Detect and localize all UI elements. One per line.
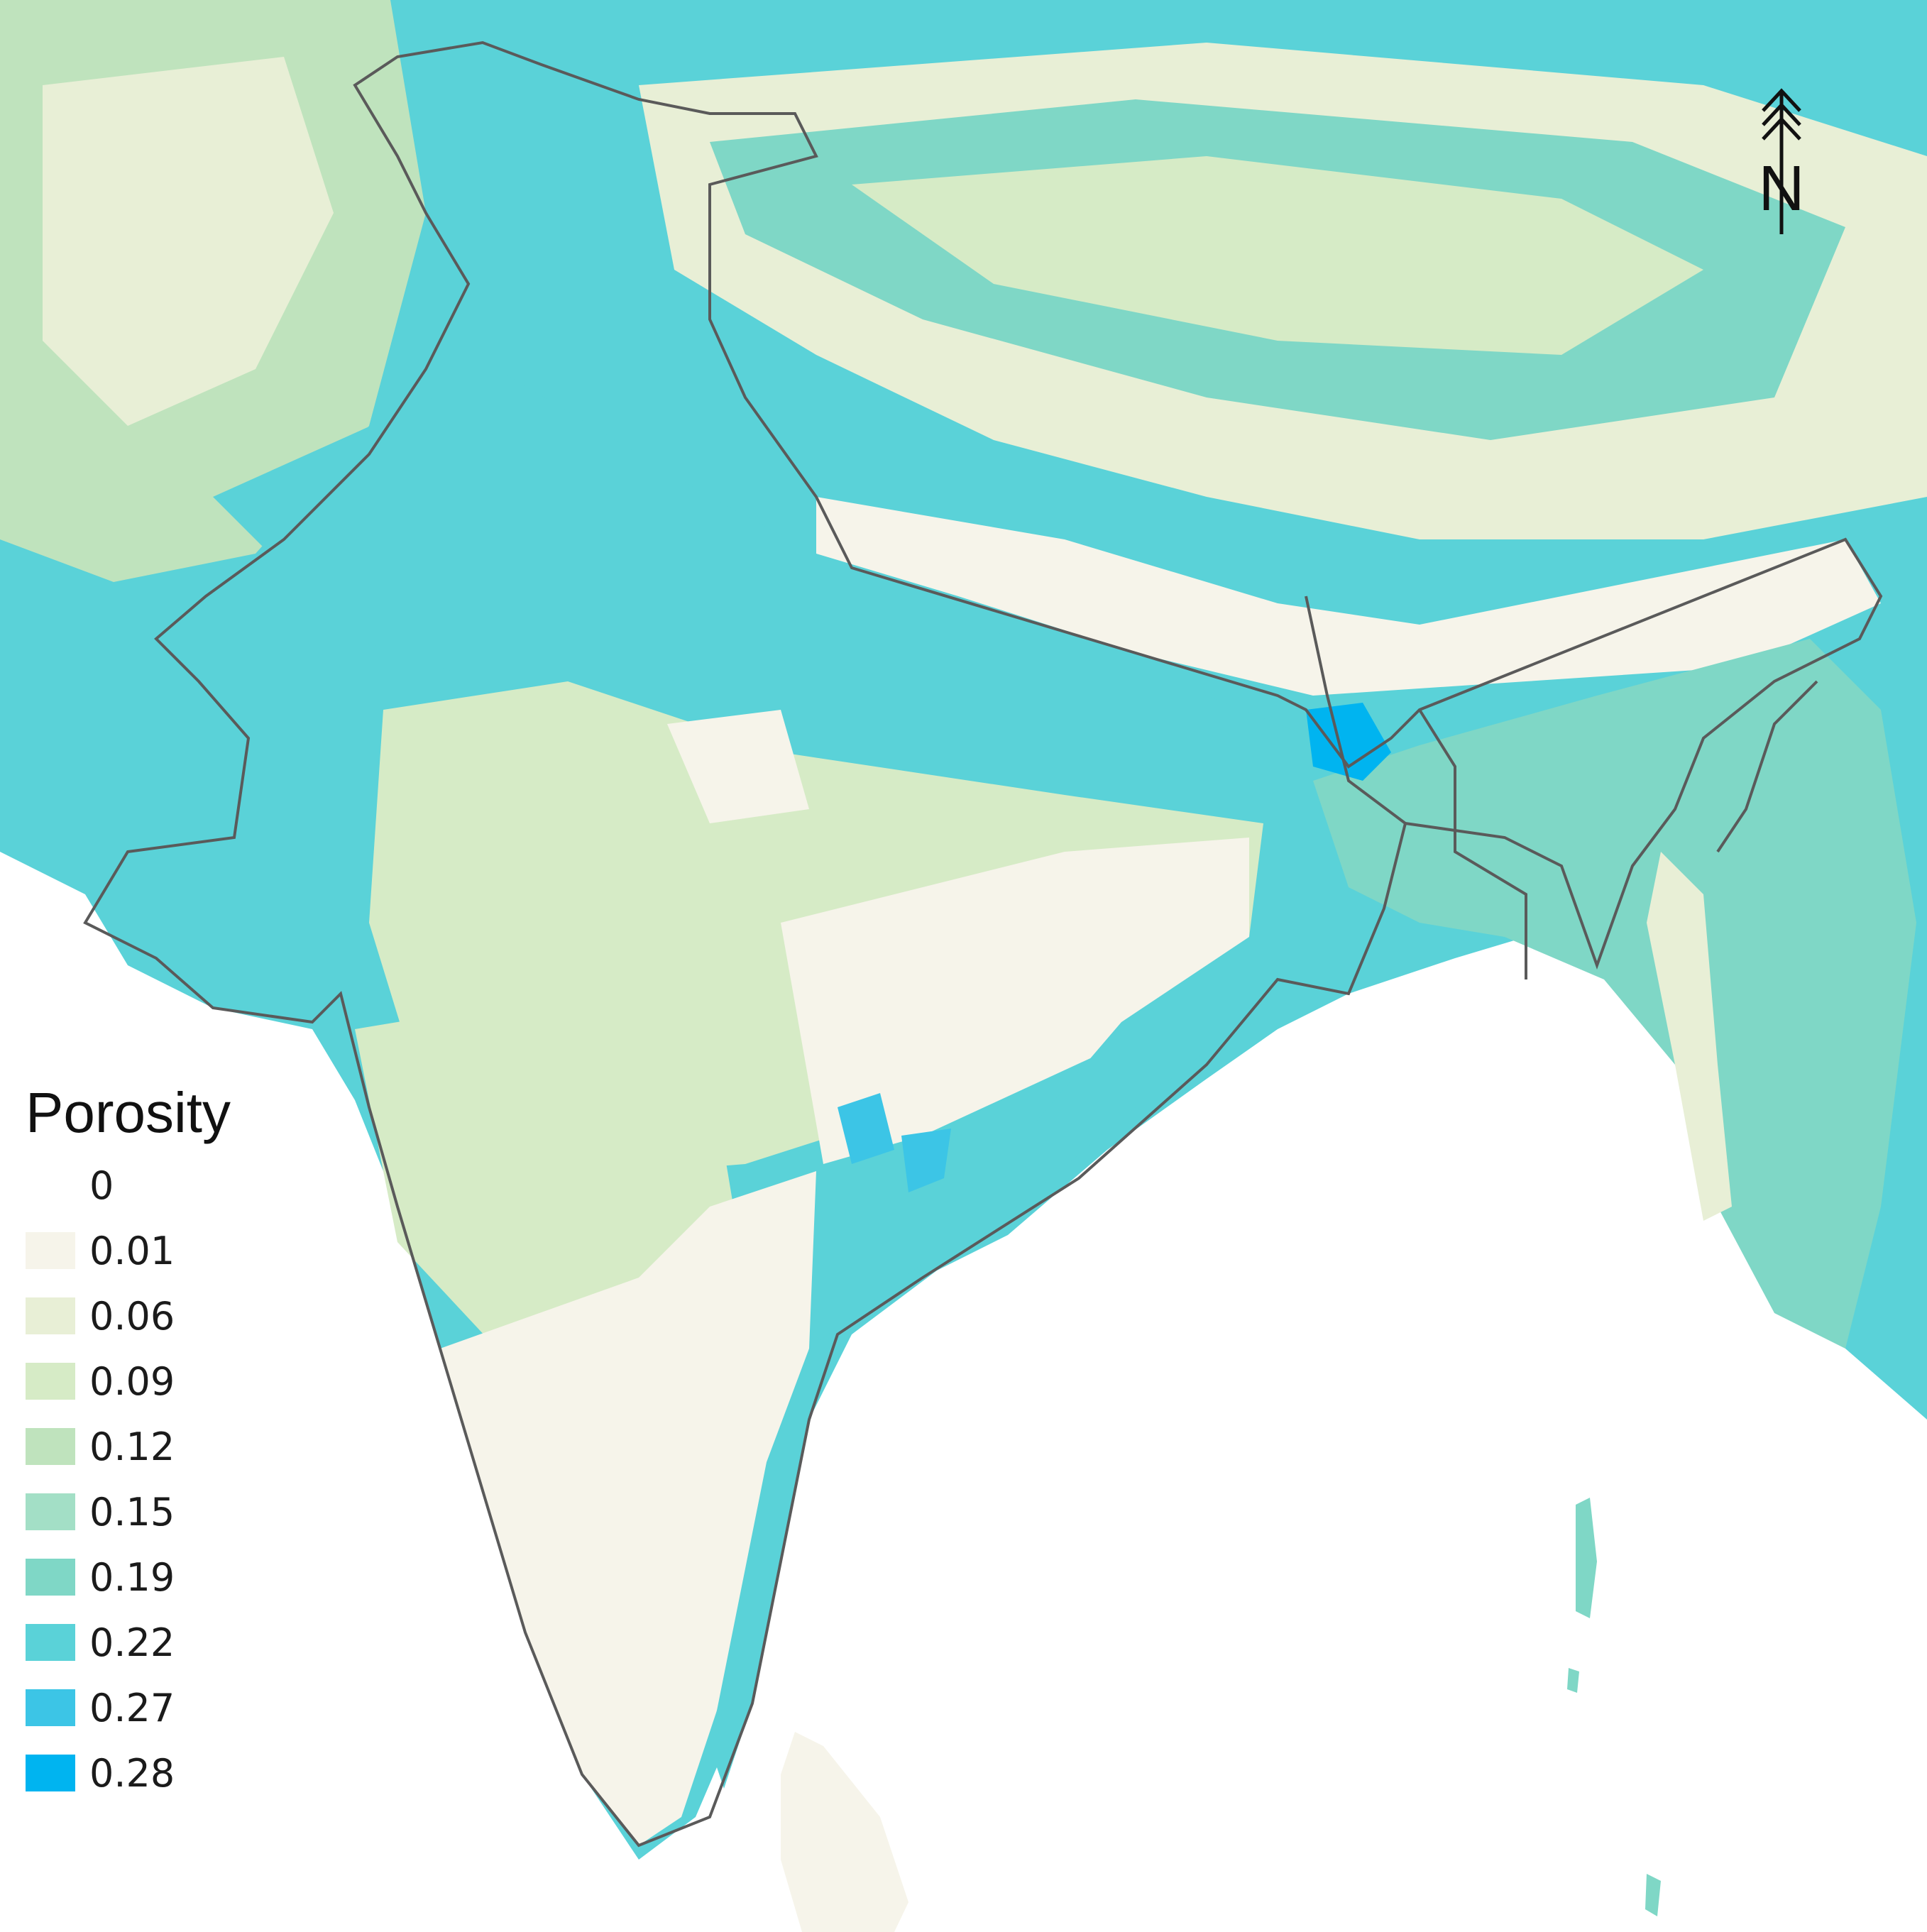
legend-label: 0.22 [89,1620,175,1665]
legend-swatch [26,1363,75,1400]
region-northeast [1313,639,1916,1349]
region-bangladesh-high [1306,703,1391,781]
region-central-light [667,710,809,823]
legend-swatch [26,1689,75,1726]
legend-item: 0.27 [26,1675,231,1740]
legend-label: 0 [89,1163,114,1208]
legend-item: 0.15 [26,1479,231,1544]
legend-item: 0 [26,1153,231,1218]
legend-item: 0.12 [26,1414,231,1479]
legend-label: 0.19 [89,1554,175,1600]
islands-andaman [1567,1498,1661,1916]
legend: Porosity 0 0.01 0.06 0.09 0.12 0.15 0.19 0.22 0.… [26,1085,231,1806]
legend-swatch [26,1167,75,1204]
legend-item: 0.28 [26,1740,231,1806]
legend-label: 0.27 [89,1685,175,1730]
legend-item: 0.19 [26,1544,231,1610]
legend-label: 0.28 [89,1750,175,1796]
legend-swatch [26,1624,75,1661]
legend-swatch [26,1232,75,1269]
legend-swatch [26,1559,75,1596]
legend-swatch [26,1755,75,1791]
legend-item: 0.06 [26,1283,231,1349]
legend-label: 0.09 [89,1359,175,1404]
legend-label: 0.01 [89,1228,175,1273]
legend-item: 0.01 [26,1218,231,1283]
region-tibet-light [852,156,1703,355]
patch-central-high [838,1093,951,1192]
region-himalaya [816,497,1881,696]
legend-label: 0.15 [89,1489,175,1535]
legend-swatch [26,1493,75,1530]
legend-item: 0.22 [26,1610,231,1675]
legend-label: 0.12 [89,1424,175,1469]
region-west-light [43,57,334,426]
region-peninsula [440,1171,816,1845]
north-arrow-icon: N [1759,88,1805,234]
legend-label: 0.06 [89,1293,175,1339]
region-east-light [781,838,1249,1164]
india-boundary [83,40,1883,1848]
region-gangetic [213,369,1349,816]
region-eastcoast [710,937,1278,1789]
legend-title: Porosity [26,1081,231,1144]
legend-items: 0 0.01 0.06 0.09 0.12 0.15 0.19 0.22 0.27 0.28 [26,1153,231,1806]
boundary-northeast [1305,595,1818,979]
legend-item: 0.09 [26,1349,231,1414]
region-myanmar-light [1647,852,1732,1221]
north-label: N [1759,153,1805,224]
legend-swatch [26,1297,75,1334]
legend-swatch [26,1428,75,1465]
island-srilanka [781,1732,908,1932]
